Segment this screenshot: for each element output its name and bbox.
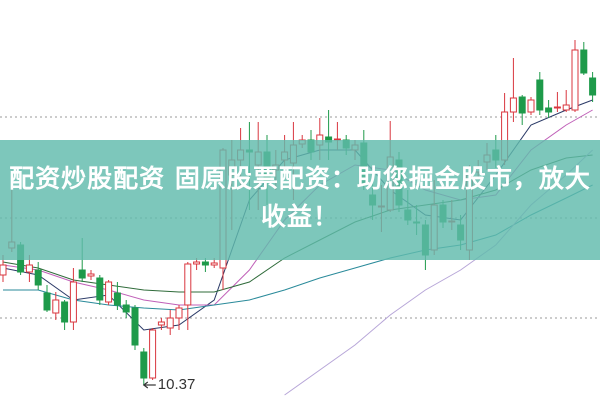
candle-up [571,49,579,111]
candle-up [175,307,183,319]
candle-up [527,99,535,113]
candle-up [210,262,218,266]
candle-down [140,351,148,379]
candle-down [96,277,104,301]
candle-down [201,261,209,266]
candle-up [0,264,7,276]
candle-down [131,307,139,346]
article-title: 配资炒股配资 固原股票配资：助您掘金股市，放大收益！ [9,164,591,231]
candle-up [166,317,174,329]
candle-up [562,104,570,111]
candle-down [518,96,526,114]
candle-up [509,97,517,113]
low-price-label: 10.37 [157,376,196,393]
candle-up [52,299,60,314]
candle-up [184,263,192,306]
candle-up [149,329,157,379]
candle-up [69,281,77,323]
candle-down [61,301,69,323]
candle-down [113,292,121,306]
candle-down [536,79,544,111]
candle-up [553,106,561,109]
candle-up [105,281,113,303]
candle-down [545,107,553,113]
candle-down [122,304,130,313]
candle-down [34,269,42,286]
candle-down [580,49,588,74]
candle-down [589,77,597,96]
candle-up [157,321,165,326]
candle-up [25,264,33,273]
candle-up [87,273,95,277]
candle-down [78,269,86,279]
candle-down [43,292,51,311]
title-banner [0,140,600,260]
candle-up [193,261,201,265]
low-arrow-head [142,381,149,389]
